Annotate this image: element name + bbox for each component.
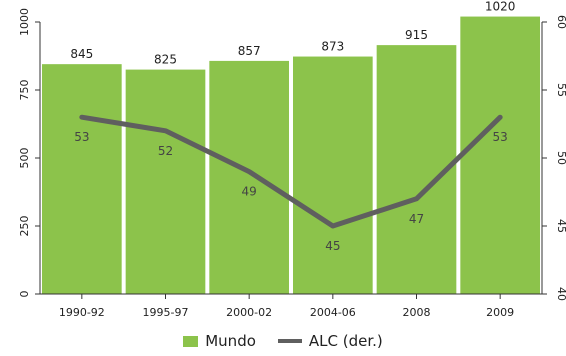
right-tick-label: 40 [555, 287, 566, 301]
line-data-label: 45 [325, 239, 340, 253]
line-data-label: 53 [74, 130, 89, 144]
left-tick-label: 0 [18, 291, 31, 298]
x-tick-label: 1990-92 [59, 306, 105, 319]
left-tick-label: 500 [18, 148, 31, 169]
bar-data-label: 1020 [485, 0, 516, 14]
line-data-label: 47 [409, 212, 424, 226]
bar-mundo-2 [209, 60, 289, 295]
left-tick-label: 750 [18, 80, 31, 101]
bar-mundo-1 [125, 69, 206, 294]
line-alc [79, 114, 503, 229]
bar-data-label: 915 [405, 28, 428, 42]
bar-mundo-3 [293, 56, 373, 294]
right-tick-label: 55 [555, 83, 566, 97]
legend-label-mundo: Mundo [205, 332, 256, 350]
legend-item-alc: ALC (der.) [277, 332, 383, 350]
line-data-label: 53 [493, 130, 508, 144]
bar-mundo-5 [460, 16, 540, 295]
x-tick-label: 1995-97 [143, 306, 189, 319]
right-tick-label: 50 [555, 151, 566, 165]
bar-mundo-0 [42, 64, 122, 294]
bar-data-label: 845 [70, 47, 93, 61]
left-tick-label: 250 [18, 216, 31, 237]
legend-item-mundo: Mundo [183, 332, 256, 350]
x-tick-label: 2008 [403, 306, 431, 319]
x-tick-label: 2009 [486, 306, 514, 319]
legend: Mundo ALC (der.) [0, 330, 566, 352]
legend-swatch-mundo [183, 335, 199, 347]
line-data-label: 49 [242, 185, 257, 199]
legend-label-alc: ALC (der.) [308, 332, 383, 350]
x-tick-label: 2000-02 [226, 306, 272, 319]
legend-swatch-alc [277, 339, 302, 343]
bar-data-label: 825 [154, 53, 177, 67]
right-tick-label: 45 [555, 219, 566, 233]
bar-data-label: 857 [238, 44, 261, 58]
bar-data-label: 873 [321, 40, 344, 54]
left-tick-label: 1000 [18, 8, 31, 36]
line-data-label: 52 [158, 144, 173, 158]
x-tick-label: 2004-06 [310, 306, 356, 319]
right-tick-label: 60 [555, 15, 566, 29]
